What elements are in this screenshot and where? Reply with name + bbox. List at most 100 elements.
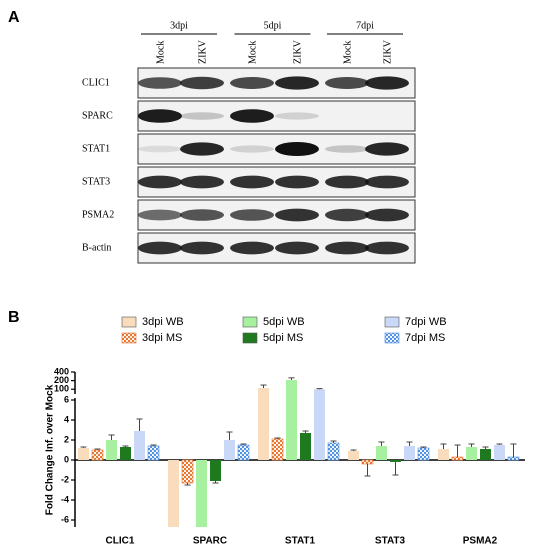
- blot-band: [275, 76, 319, 90]
- legend-swatch: [384, 332, 400, 344]
- blot-strip: [137, 100, 416, 132]
- y-tick-label: 100: [54, 384, 69, 394]
- timepoint-label: 3dpi: [170, 20, 188, 31]
- blot-band: [325, 175, 369, 189]
- blot-band: [180, 142, 224, 156]
- lane-label: Mock: [247, 41, 258, 64]
- blot-band: [275, 241, 319, 255]
- blot-band: [180, 175, 224, 189]
- legend-label: 7dpi WB: [405, 316, 447, 328]
- blot-band: [138, 77, 182, 89]
- protein-label: CLIC1: [82, 77, 110, 88]
- blot-band: [138, 145, 182, 153]
- blot-band: [230, 241, 274, 255]
- blot-band: [180, 76, 224, 90]
- blot-band: [275, 175, 319, 189]
- blot-band: [180, 112, 224, 120]
- y-tick-label: -2: [61, 474, 69, 484]
- legend-label: 3dpi MS: [142, 332, 182, 344]
- x-tick-label: PSMA2: [463, 536, 498, 547]
- x-tick-label: STAT3: [375, 536, 406, 547]
- panel-label: A: [8, 9, 20, 26]
- bar: [237, 444, 250, 461]
- bar: [300, 433, 311, 460]
- bar: [494, 445, 505, 460]
- lane-label: ZIKV: [382, 39, 393, 64]
- bar: [91, 449, 104, 461]
- blot-band: [275, 112, 319, 120]
- lane-label: Mock: [155, 41, 166, 64]
- y-tick-label: 2: [64, 434, 69, 444]
- blot-band: [138, 175, 182, 189]
- bar: [196, 460, 207, 527]
- lane-label: ZIKV: [292, 39, 303, 64]
- blot-band: [180, 241, 224, 255]
- bar: [438, 449, 449, 460]
- bar: [147, 445, 160, 461]
- legend-swatch: [242, 316, 258, 328]
- bar: [106, 440, 117, 460]
- legend-swatch: [384, 316, 400, 328]
- lane-label: ZIKV: [197, 39, 208, 64]
- blot-band: [230, 209, 274, 221]
- bar: [120, 447, 131, 460]
- bar: [466, 447, 477, 460]
- bar: [404, 446, 415, 460]
- bar: [376, 446, 387, 460]
- bar: [480, 449, 491, 460]
- y-tick-label: 0: [64, 454, 69, 464]
- y-tick-label: 6: [64, 394, 69, 404]
- bar: [314, 389, 325, 460]
- blot-band: [138, 109, 182, 123]
- timepoint-label: 7dpi: [356, 20, 374, 31]
- blot-band: [230, 175, 274, 189]
- blot-band: [325, 208, 369, 222]
- bar: [361, 459, 374, 465]
- blot-band: [325, 241, 369, 255]
- y-axis-label: Fold Change Inf. over Mock: [45, 384, 56, 515]
- protein-label: STAT1: [82, 143, 110, 154]
- blot-band: [230, 145, 274, 153]
- blot-band: [365, 208, 409, 222]
- bar: [271, 438, 284, 461]
- bar: [451, 456, 464, 461]
- legend-swatch: [121, 332, 137, 344]
- blot-band: [325, 77, 369, 89]
- legend-swatch: [121, 316, 137, 328]
- y-tick-label: -4: [61, 494, 69, 504]
- bar: [168, 460, 179, 527]
- blot-band: [275, 142, 319, 156]
- timepoint-label: 5dpi: [264, 20, 282, 31]
- protein-label: STAT3: [82, 176, 110, 187]
- bar: [327, 442, 340, 461]
- bar: [78, 448, 89, 460]
- legend-swatch: [242, 332, 258, 344]
- blot-band: [230, 77, 274, 89]
- blot-band: [180, 209, 224, 221]
- blot-band: [365, 76, 409, 90]
- y-tick-label: 400: [54, 366, 69, 376]
- bar: [348, 451, 359, 460]
- bar: [181, 459, 194, 484]
- panel-label: B: [8, 309, 20, 326]
- bar: [258, 388, 269, 460]
- protein-label: PSMA2: [82, 209, 114, 220]
- blot-band: [365, 175, 409, 189]
- x-tick-label: SPARC: [193, 536, 227, 547]
- protein-label: B-actin: [82, 242, 111, 253]
- legend-label: 5dpi WB: [263, 316, 305, 328]
- legend-label: 5dpi MS: [263, 332, 303, 344]
- blot-band: [138, 209, 182, 221]
- legend-label: 3dpi WB: [142, 316, 184, 328]
- bar: [134, 431, 145, 460]
- legend-label: 7dpi MS: [405, 332, 445, 344]
- blot-band: [365, 241, 409, 255]
- x-tick-label: STAT1: [285, 536, 316, 547]
- bar: [507, 456, 520, 461]
- blot-band: [365, 142, 409, 156]
- y-tick-label: -6: [61, 514, 69, 524]
- blot-band: [325, 145, 369, 153]
- blot-band: [275, 208, 319, 222]
- protein-label: SPARC: [82, 110, 113, 121]
